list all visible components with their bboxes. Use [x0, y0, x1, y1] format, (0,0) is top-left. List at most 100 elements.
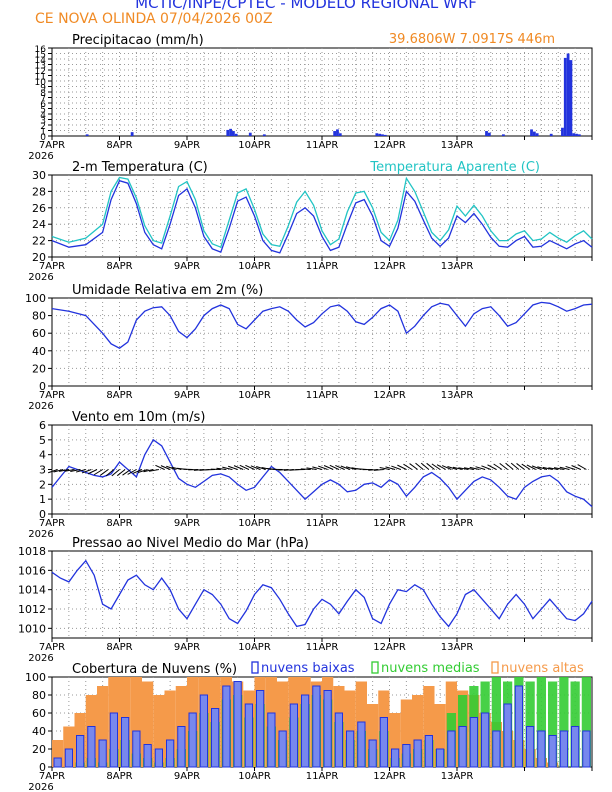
- x-tick-label: 10APR: [238, 771, 271, 782]
- precip-bar: [375, 133, 379, 136]
- x-tick-label: 9APR: [174, 518, 200, 529]
- cloud-low-bar: [312, 685, 321, 768]
- cloud-low-bar: [413, 739, 422, 768]
- precip-bar: [575, 133, 578, 136]
- y-tick-label: 1014: [18, 584, 46, 597]
- wind-arrow: [312, 466, 323, 470]
- cloud-low-bar: [503, 703, 512, 768]
- y-tick-label: 0: [39, 508, 46, 521]
- cloud-low-bar: [154, 748, 163, 768]
- y-tick-label: 11: [35, 73, 46, 83]
- x-tick-label: 8APR: [106, 261, 132, 272]
- wind-arrow: [516, 463, 525, 470]
- wind-arrow: [531, 465, 542, 470]
- y-tick-label: 1010: [18, 622, 46, 635]
- y-tick-label: 8: [40, 89, 46, 99]
- wind-arrow: [397, 464, 407, 470]
- precip-bar: [569, 60, 573, 136]
- cloud-low-bar: [188, 712, 197, 768]
- precip-bar: [532, 131, 536, 136]
- y-tick-label: 30: [32, 169, 46, 182]
- wind-arrow: [48, 469, 58, 474]
- cloud-low-bar: [514, 685, 523, 768]
- y-tick-label: 6: [40, 100, 46, 110]
- x-tick-label: 8APR: [106, 771, 132, 782]
- wind-arrow: [329, 464, 340, 470]
- legend-swatch: [491, 661, 499, 674]
- wind-arrow: [542, 466, 553, 470]
- x-tick-label: 8APR: [106, 518, 132, 529]
- y-tick-label: 4: [39, 449, 46, 462]
- wind-arrow: [75, 469, 86, 473]
- y-tick-label: 100: [25, 671, 46, 684]
- y-tick-label: 3: [40, 117, 46, 127]
- cloud-high-bar: [277, 681, 289, 767]
- cloud-low-bar: [458, 726, 467, 768]
- cloud-low-bar: [571, 726, 580, 768]
- cloud-mid-bar: [536, 677, 546, 767]
- cloud-low-bar: [121, 717, 130, 768]
- wind-arrow: [345, 466, 356, 470]
- y-tick-label: 20: [32, 743, 46, 756]
- wind-arrow: [160, 465, 171, 470]
- cloud-low-bar: [357, 721, 366, 768]
- cloud-high-bar: [164, 690, 176, 767]
- wind-arrow: [385, 466, 396, 470]
- cloud-low-bar: [492, 730, 501, 768]
- y-tick-label: 22: [32, 235, 46, 248]
- wind-arrow: [469, 466, 480, 470]
- cloud-high-bar: [423, 686, 435, 767]
- wind-arrow: [239, 464, 250, 470]
- cloud-mid-bar: [525, 681, 535, 767]
- cloud-low-bar: [53, 757, 62, 768]
- cloud-high-bar: [412, 695, 424, 767]
- y-tick-label: 100: [25, 292, 46, 305]
- wind-arrow: [127, 469, 137, 475]
- y-tick-label: 1012: [18, 603, 46, 616]
- panel-title: 2-m Temperatura (C): [72, 160, 208, 175]
- cloud-low-bar: [537, 730, 546, 768]
- cloud-high-bar: [63, 726, 75, 767]
- cloud-mid-bar: [548, 681, 558, 767]
- legend-label: nuvens baixas: [261, 661, 355, 676]
- wind-arrow: [493, 463, 503, 470]
- y-tick-label: 0: [40, 133, 46, 143]
- cloud-mid-bar: [581, 677, 591, 767]
- wind-arrow: [216, 467, 227, 470]
- cloud-low-bar: [244, 703, 253, 768]
- wind-arrow: [403, 463, 413, 470]
- precip-bar: [487, 132, 491, 136]
- x-tick-label: 7APR: [39, 140, 65, 151]
- precip-bar: [336, 129, 339, 136]
- x-tick-label: 7APR: [39, 261, 65, 272]
- wind-arrow: [436, 464, 446, 470]
- wind-arrow: [335, 464, 345, 470]
- x-tick-label: 8APR: [106, 140, 132, 151]
- x-tick-label: 13APR: [441, 518, 474, 529]
- wind-arrow: [166, 465, 176, 470]
- y-tick-label: 9: [40, 84, 46, 94]
- y-tick-label: 60: [32, 327, 46, 340]
- x-tick-label: 12APR: [373, 261, 406, 272]
- cloud-high-bar: [400, 699, 412, 767]
- cloud-low-bar: [334, 712, 343, 768]
- wind-arrow: [565, 465, 576, 470]
- wind-arrow: [526, 464, 536, 470]
- wind-arrow: [431, 463, 441, 470]
- wind-arrow: [548, 467, 559, 470]
- wind-arrow: [132, 469, 143, 474]
- wind-arrow: [105, 469, 115, 477]
- cloud-low-bar: [132, 730, 141, 768]
- wind-arrow: [452, 466, 463, 470]
- wind-arrow: [300, 468, 311, 470]
- legend-swatch: [251, 661, 259, 674]
- y-tick-label: 13: [35, 62, 46, 72]
- y-tick-label: 2: [40, 122, 46, 132]
- cloud-low-bar: [211, 708, 220, 768]
- cloud-low-bar: [76, 735, 85, 768]
- cloud-low-bar: [559, 730, 568, 768]
- precip-bar: [563, 57, 567, 136]
- x-tick-label: 10APR: [238, 390, 271, 401]
- cloud-low-bar: [222, 685, 231, 768]
